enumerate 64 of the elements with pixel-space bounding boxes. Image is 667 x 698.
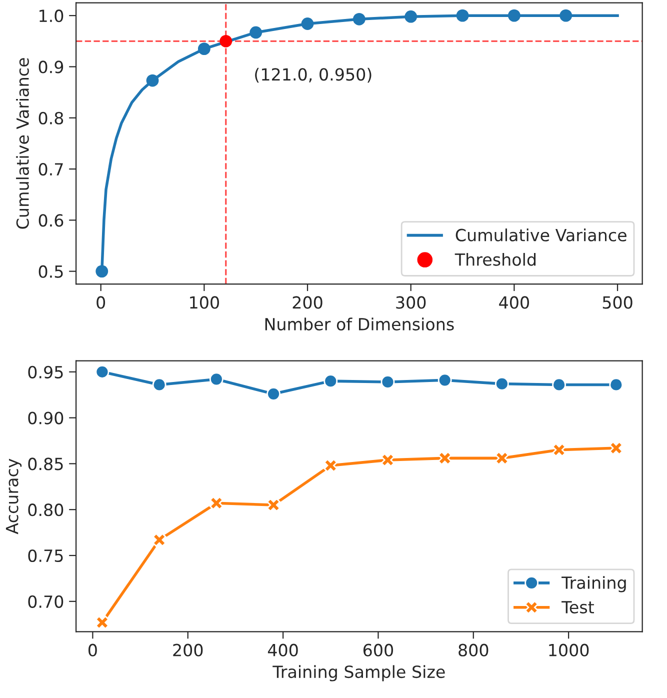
legend-label: Test bbox=[562, 601, 594, 614]
y-tick-label: 0.7 bbox=[38, 162, 63, 176]
point bbox=[380, 375, 395, 389]
y-tick-label: 0.8 bbox=[38, 112, 64, 124]
annotation: (121.0, 0.950) bbox=[255, 68, 372, 83]
y-tick-label: 0.75 bbox=[28, 549, 63, 562]
point bbox=[404, 10, 418, 23]
x-tick-label: 300 bbox=[396, 296, 426, 309]
y-tick-label: 0.6 bbox=[38, 214, 64, 227]
x-tick-label: 1000 bbox=[549, 644, 589, 656]
x-tick-label: 600 bbox=[363, 644, 394, 656]
y-tick-label: 0.90 bbox=[28, 412, 64, 424]
point bbox=[609, 378, 624, 392]
point bbox=[95, 616, 110, 630]
point bbox=[209, 372, 224, 386]
x-tick-label: 200 bbox=[173, 644, 203, 656]
point bbox=[250, 26, 262, 39]
point bbox=[552, 378, 566, 392]
point bbox=[209, 496, 224, 510]
x-axis-title: Number of Dimensions bbox=[265, 318, 454, 330]
y-tick-label: 0.70 bbox=[28, 595, 64, 608]
y-tick-label: 0.9 bbox=[38, 60, 64, 74]
point bbox=[380, 453, 395, 467]
point bbox=[494, 451, 509, 466]
y-axis-title: Accuracy bbox=[6, 458, 22, 534]
y-tick-label: 0.80 bbox=[28, 504, 64, 516]
y-tick-label: 0.85 bbox=[28, 458, 63, 470]
point bbox=[324, 458, 338, 472]
legend-label: Threshold bbox=[454, 252, 536, 266]
point bbox=[152, 532, 166, 547]
point bbox=[560, 9, 572, 22]
x-tick-label: 0 bbox=[88, 644, 97, 656]
point bbox=[552, 442, 566, 457]
y-tick-label: 1.0 bbox=[40, 10, 64, 22]
point bbox=[438, 373, 452, 388]
point bbox=[220, 34, 232, 48]
point bbox=[352, 12, 366, 26]
legend-label: Cumulative Variance bbox=[456, 228, 626, 242]
y-axis-title: Cumulative Variance bbox=[16, 58, 29, 229]
point bbox=[324, 374, 338, 388]
point bbox=[494, 376, 509, 391]
x-tick-label: 400 bbox=[268, 644, 298, 656]
point bbox=[609, 441, 624, 456]
point bbox=[301, 18, 314, 30]
point bbox=[508, 9, 520, 22]
x-tick-label: 200 bbox=[292, 296, 322, 309]
x-tick-label: 500 bbox=[602, 296, 632, 309]
point bbox=[152, 378, 166, 392]
y-tick-label: 0.5 bbox=[38, 265, 63, 278]
x-tick-label: 400 bbox=[499, 296, 529, 309]
point bbox=[198, 42, 210, 56]
point bbox=[266, 386, 280, 401]
x-tick-label: 0 bbox=[96, 296, 106, 309]
point bbox=[438, 451, 452, 466]
legend-label: Training bbox=[562, 576, 626, 592]
x-tick-label: 100 bbox=[190, 296, 219, 309]
y-tick-label: 0.95 bbox=[28, 366, 63, 378]
point bbox=[456, 9, 469, 22]
point bbox=[96, 265, 108, 278]
point bbox=[95, 364, 110, 379]
point bbox=[146, 74, 159, 87]
x-axis-title: Training Sample Size bbox=[272, 665, 445, 682]
x-tick-label: 800 bbox=[458, 644, 488, 656]
point bbox=[266, 498, 280, 512]
